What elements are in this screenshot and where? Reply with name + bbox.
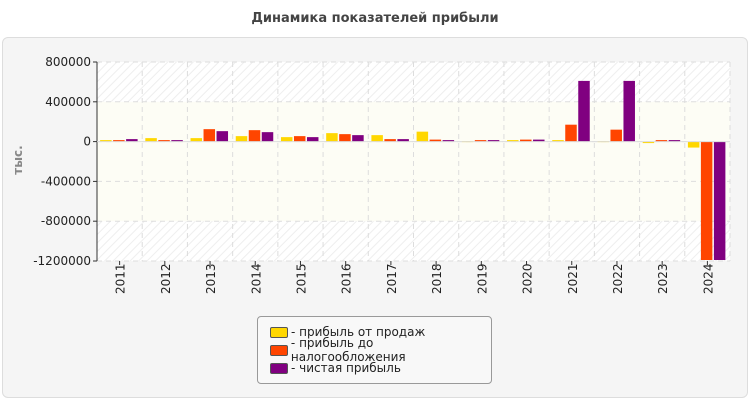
bar	[158, 140, 170, 142]
y-axis-label: тыс.	[11, 145, 25, 174]
bar	[429, 139, 442, 142]
bar	[442, 140, 455, 142]
x-tick-label: 2018	[430, 263, 444, 294]
bar	[293, 136, 306, 142]
bar	[339, 134, 351, 142]
legend-label: - прибыль до налогообложения	[290, 336, 406, 364]
bar	[552, 140, 564, 142]
bar	[655, 140, 668, 142]
bar	[190, 138, 203, 142]
x-tick-label: 2016	[340, 263, 354, 294]
bar	[280, 137, 293, 142]
bar	[487, 140, 500, 142]
x-tick-label: 2022	[611, 263, 625, 294]
y-tick-label: -800000	[41, 214, 91, 228]
bar	[642, 141, 655, 144]
legend-label: - прибыль от продаж	[291, 325, 426, 339]
bar	[248, 130, 261, 142]
legend-item: - прибыль от продаж	[270, 324, 425, 340]
bar	[397, 139, 409, 142]
x-tick-label: 2024	[701, 263, 715, 294]
bar	[352, 135, 364, 142]
bar	[668, 140, 681, 142]
legend-item: - прибыль до налогообложения	[270, 336, 491, 364]
x-tick-label: 2014	[249, 263, 263, 294]
legend-swatch	[270, 362, 288, 374]
bar	[416, 131, 429, 142]
x-tick-label: 2021	[566, 263, 580, 294]
bar	[520, 139, 532, 142]
y-tick-label: 400000	[45, 95, 91, 109]
bar	[384, 139, 396, 142]
y-tick-label: -1200000	[33, 254, 91, 268]
legend: - прибыль от продаж - прибыль до налогоо…	[257, 316, 492, 384]
bar	[610, 129, 622, 142]
chart-title: Динамика показателей прибыли	[251, 11, 499, 26]
bar	[533, 139, 545, 142]
bar	[565, 124, 577, 142]
bar	[700, 141, 713, 261]
legend-swatch	[270, 326, 288, 338]
bar	[326, 133, 338, 142]
x-tick-label: 2015	[294, 263, 308, 294]
bar	[578, 80, 590, 142]
y-tick-label: 800000	[45, 55, 91, 69]
bar	[623, 80, 635, 142]
bar	[113, 140, 125, 142]
x-tick-label: 2012	[159, 263, 173, 294]
bar	[371, 135, 383, 142]
legend-label: - чистая прибыль	[291, 361, 401, 375]
bar	[687, 141, 700, 148]
bar	[306, 137, 319, 142]
bar	[171, 140, 183, 142]
x-tick-label: 2023	[656, 263, 670, 294]
bar	[100, 140, 112, 142]
y-tick-label: 0	[83, 135, 91, 149]
x-tick-label: 2011	[114, 263, 128, 294]
bar	[474, 140, 487, 142]
bar	[203, 129, 216, 142]
x-tick-label: 2017	[385, 263, 399, 294]
bar	[235, 136, 248, 142]
y-tick-label: -400000	[41, 174, 91, 188]
legend-item: - чистая прибыль	[270, 360, 401, 376]
legend-swatch	[270, 344, 288, 356]
bar	[713, 141, 726, 261]
x-tick-label: 2013	[204, 263, 218, 294]
bar	[126, 139, 138, 142]
bar	[507, 140, 519, 142]
bar	[216, 131, 229, 142]
x-tick-label: 2019	[475, 263, 489, 294]
x-tick-label: 2020	[521, 263, 535, 294]
bar	[145, 138, 157, 142]
bar	[261, 132, 274, 142]
